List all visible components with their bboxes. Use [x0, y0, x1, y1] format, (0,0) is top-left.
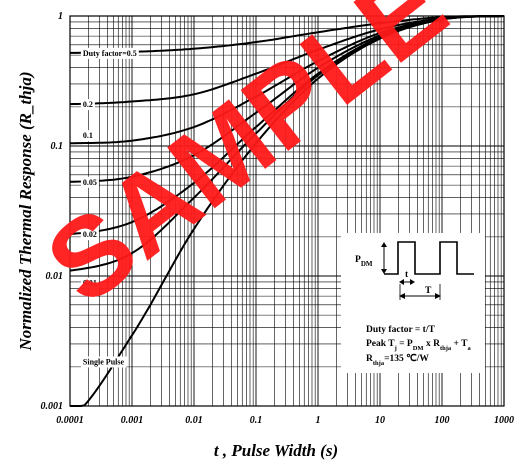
curve-label: Single Pulse [83, 357, 125, 366]
curves [69, 15, 505, 407]
curve-label: 0.01 [83, 279, 97, 288]
legend-line-3: Rthja=135 ℃/W [366, 353, 429, 367]
curve-label: 0.02 [83, 230, 97, 239]
pulse-waveform [384, 241, 474, 275]
x-tick-label: 0.0001 [56, 415, 84, 426]
curve-label: 0.1 [83, 131, 93, 140]
curve-label: Duty factor=0.5 [83, 49, 137, 58]
t-label: t [405, 270, 409, 280]
y-tick-label: 0.1 [51, 141, 64, 152]
legend-line-1: Duty factor = t/T [366, 325, 435, 335]
curve-label-bg [80, 130, 95, 142]
y-tick-label: 0.001 [41, 401, 64, 412]
series-line-0 [70, 15, 504, 54]
x-tick-label: 10 [375, 415, 385, 426]
x-tick-label: 0.001 [121, 415, 144, 426]
x-tick-label: 100 [435, 415, 450, 426]
y-tick-label: 0.01 [46, 271, 64, 282]
series-line-6 [70, 15, 505, 407]
legend-line-2: Peak Tj = PDM x Rthja + Ta [366, 339, 471, 352]
T-label: T [425, 286, 432, 296]
x-tick-label: 0.1 [250, 415, 263, 426]
legend-box: PDM t T Duty factor = t/T Peak Tj = PDM … [341, 233, 485, 373]
y-tick-label: 1 [58, 11, 63, 22]
curve-label-bg [80, 176, 99, 188]
x-tick-label: 0.01 [185, 415, 203, 426]
curve-label-bg [80, 277, 99, 289]
curve-label-bg [80, 229, 99, 241]
curve-labels: Duty factor=0.5 0.2 0.1 0.05 0.02 0.01 Single … [80, 47, 139, 368]
curve-label-bg [80, 99, 95, 111]
plot-frame [69, 15, 505, 407]
x-tick-label: 1 [316, 415, 321, 426]
pdm-label: PDM [355, 255, 373, 268]
curve-label-bg [80, 356, 127, 368]
y-axis-title: Normalized Thermal Response (R_thja) [16, 71, 35, 351]
curve-label: 0.05 [83, 178, 97, 187]
tick-labels: 0.0001 0.001 0.01 0.1 1 10 100 1000 0.001 0.01 0.1… [41, 11, 515, 426]
curve-label: 0.2 [83, 100, 93, 109]
x-axis-title: t , Pulse Width (s) [214, 441, 338, 460]
x-tick-label: 1000 [494, 415, 514, 426]
curve-label-bg [80, 47, 139, 59]
